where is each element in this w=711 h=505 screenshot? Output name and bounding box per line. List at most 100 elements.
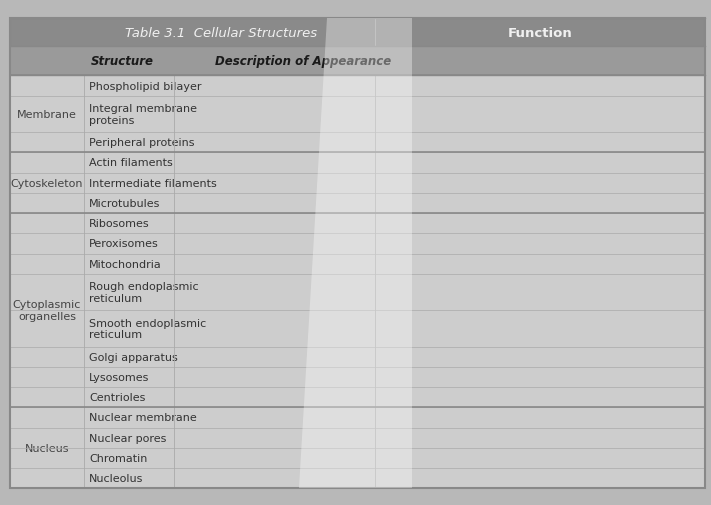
Text: Nucleolus: Nucleolus <box>89 473 143 483</box>
Text: Lysosomes: Lysosomes <box>89 372 149 382</box>
Bar <box>10 367 84 387</box>
Bar <box>375 428 705 448</box>
Bar <box>174 76 375 96</box>
Bar <box>84 234 174 254</box>
Text: Cytoplasmic
organelles: Cytoplasmic organelles <box>13 300 81 321</box>
Text: Function: Function <box>508 27 572 39</box>
Text: Table 3.1  Cellular Structures: Table 3.1 Cellular Structures <box>124 27 317 39</box>
Bar <box>375 193 705 214</box>
Text: Rough endoplasmic
reticulum: Rough endoplasmic reticulum <box>89 282 198 303</box>
Bar <box>174 193 375 214</box>
Bar <box>10 274 84 311</box>
Bar <box>375 408 705 428</box>
Bar <box>174 408 375 428</box>
Bar <box>84 347 174 367</box>
Bar <box>174 367 375 387</box>
Text: Centrioles: Centrioles <box>89 392 145 402</box>
Bar <box>84 153 174 173</box>
Bar <box>10 387 84 408</box>
Bar <box>375 254 705 274</box>
Bar <box>10 173 84 193</box>
Bar <box>10 408 84 428</box>
Text: Chromatin: Chromatin <box>89 453 147 463</box>
Text: Intermediate filaments: Intermediate filaments <box>89 178 217 188</box>
Text: Smooth endoplasmic
reticulum: Smooth endoplasmic reticulum <box>89 318 206 339</box>
Bar <box>10 468 84 488</box>
Bar <box>174 153 375 173</box>
Bar <box>375 274 705 311</box>
Bar <box>10 19 705 47</box>
Bar <box>10 214 84 234</box>
Text: Actin filaments: Actin filaments <box>89 158 173 168</box>
Bar <box>84 76 174 96</box>
Bar <box>84 133 174 153</box>
Bar <box>174 234 375 254</box>
Bar <box>84 193 174 214</box>
Text: Mitochondria: Mitochondria <box>89 259 161 269</box>
Bar <box>10 448 84 468</box>
Bar <box>10 193 84 214</box>
Bar <box>174 133 375 153</box>
Bar <box>375 96 705 133</box>
Bar <box>174 428 375 448</box>
Bar <box>10 311 84 347</box>
Bar <box>375 76 705 96</box>
Bar <box>375 367 705 387</box>
Bar <box>375 234 705 254</box>
Text: Nuclear membrane: Nuclear membrane <box>89 413 197 423</box>
Bar <box>174 387 375 408</box>
Bar <box>10 133 84 153</box>
Bar <box>84 311 174 347</box>
Bar <box>174 274 375 311</box>
Text: Nucleus: Nucleus <box>25 443 69 453</box>
Bar <box>375 311 705 347</box>
Bar <box>10 234 84 254</box>
Bar <box>375 468 705 488</box>
Bar <box>84 274 174 311</box>
Bar <box>10 76 84 96</box>
Bar <box>84 214 174 234</box>
Text: Integral membrane
proteins: Integral membrane proteins <box>89 104 197 125</box>
Bar <box>10 47 705 76</box>
Bar <box>84 96 174 133</box>
Text: Cytoskeleton: Cytoskeleton <box>11 178 83 188</box>
Text: Microtubules: Microtubules <box>89 198 160 209</box>
Bar <box>375 214 705 234</box>
Bar <box>84 468 174 488</box>
Bar <box>174 468 375 488</box>
Bar <box>84 173 174 193</box>
Bar <box>174 96 375 133</box>
Text: Golgi apparatus: Golgi apparatus <box>89 352 178 362</box>
Bar <box>375 153 705 173</box>
Bar <box>375 173 705 193</box>
Bar <box>174 311 375 347</box>
Polygon shape <box>299 19 412 488</box>
Bar <box>84 408 174 428</box>
Bar <box>174 448 375 468</box>
Text: Membrane: Membrane <box>17 110 77 120</box>
Bar <box>10 347 84 367</box>
Text: Peripheral proteins: Peripheral proteins <box>89 138 194 148</box>
Bar <box>10 254 84 274</box>
Bar <box>84 448 174 468</box>
Bar <box>375 387 705 408</box>
Bar <box>10 428 84 448</box>
Bar <box>174 214 375 234</box>
Bar <box>174 173 375 193</box>
Bar <box>375 448 705 468</box>
Bar <box>375 347 705 367</box>
Text: Description of Appearance: Description of Appearance <box>215 55 391 68</box>
Bar <box>84 387 174 408</box>
Text: Nuclear pores: Nuclear pores <box>89 433 166 443</box>
Text: Structure: Structure <box>90 55 154 68</box>
Bar <box>375 133 705 153</box>
Bar <box>174 254 375 274</box>
Bar <box>10 153 84 173</box>
Text: Peroxisomes: Peroxisomes <box>89 239 159 249</box>
Bar <box>84 367 174 387</box>
Bar <box>10 96 84 133</box>
Bar <box>84 428 174 448</box>
Text: Ribosomes: Ribosomes <box>89 219 149 229</box>
Bar <box>174 347 375 367</box>
Text: Phospholipid bilayer: Phospholipid bilayer <box>89 81 201 91</box>
